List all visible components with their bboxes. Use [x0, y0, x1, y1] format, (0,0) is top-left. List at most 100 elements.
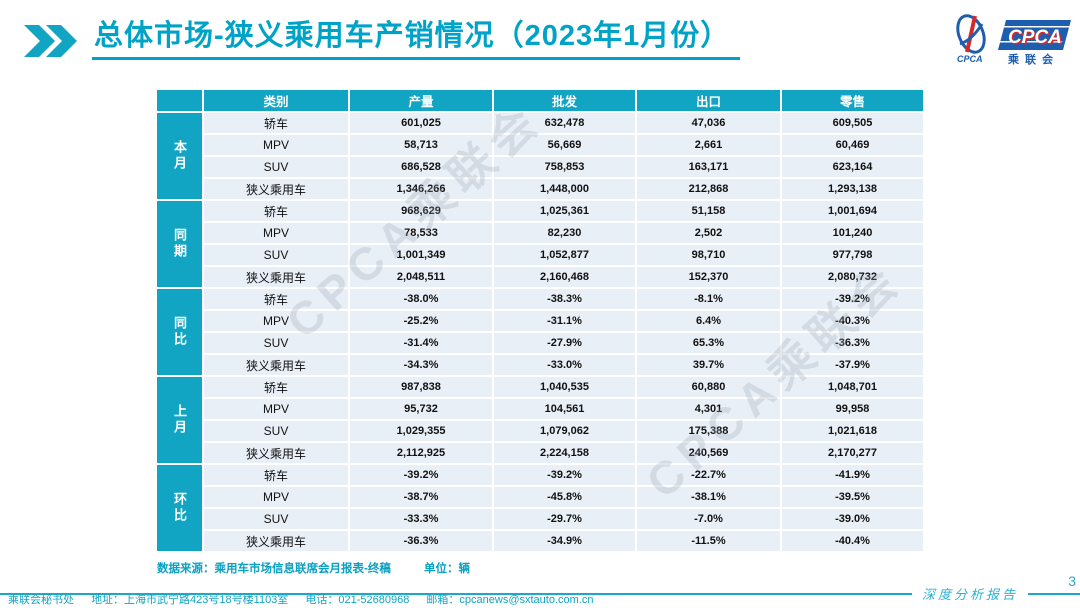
table-row: MPV -25.2% -31.1% 6.4% -40.3%: [156, 309, 925, 333]
value-cell: -36.3%: [348, 529, 494, 553]
table-row: SUV -31.4% -27.9% 65.3% -36.3%: [156, 331, 925, 355]
group-label-cell: 环比: [155, 463, 204, 553]
value-cell: -39.2%: [492, 463, 637, 487]
value-cell: -34.3%: [348, 353, 494, 377]
logo-small-text: CPCA: [957, 54, 983, 64]
value-cell: 686,528: [348, 155, 494, 179]
value-cell: 1,079,062: [492, 419, 637, 443]
logo-cn-name: 乘联会: [1007, 52, 1059, 66]
value-cell: -38.0%: [348, 287, 494, 311]
value-cell: 609,505: [780, 111, 925, 135]
secretariat-label: 乘联会秘书处: [8, 594, 74, 606]
value-cell: 65.3%: [635, 331, 782, 355]
address-text: 地址：上海市武宁路423号18号楼1103室: [91, 594, 289, 606]
value-cell: 1,052,877: [492, 243, 637, 267]
category-cell: MPV: [202, 221, 350, 245]
column-header: 批发: [492, 88, 637, 113]
value-cell: 51,158: [635, 199, 782, 223]
table-row: SUV -33.3% -29.7% -7.0% -39.0%: [156, 507, 925, 531]
value-cell: 1,021,618: [780, 419, 925, 443]
page-number: 3: [1068, 572, 1076, 589]
value-cell: 58,713: [348, 133, 494, 157]
value-cell: -29.7%: [492, 507, 637, 531]
value-cell: -31.4%: [348, 331, 494, 355]
value-cell: 39.7%: [635, 353, 782, 377]
table-row: 同期 轿车 968,629 1,025,361 51,158 1,001,694: [155, 199, 925, 289]
value-cell: 601,025: [348, 111, 494, 135]
value-cell: -36.3%: [780, 331, 925, 355]
value-cell: 1,029,355: [348, 419, 494, 443]
value-cell: 95,732: [348, 397, 494, 421]
header: 总体市场-狭义乘用车产销情况（2023年1月份）: [24, 20, 741, 61]
market-table: 类别 产量 批发 出口 零售 本月 轿车 601,025 632,478 47,036 609,5…: [155, 88, 925, 553]
value-cell: 212,868: [635, 177, 782, 201]
value-cell: 758,853: [492, 155, 637, 179]
table-row: 狭义乘用车 -34.3% -33.0% 39.7% -37.9%: [156, 353, 925, 377]
table-body: 本月 轿车 601,025 632,478 47,036 609,505 MPV 58,713…: [155, 111, 925, 553]
category-cell: 轿车: [202, 463, 350, 487]
table-row: MPV -38.7% -45.8% -38.1% -39.5%: [156, 485, 925, 509]
value-cell: 1,048,701: [780, 375, 925, 399]
category-cell: MPV: [202, 309, 350, 333]
data-source-text: 数据来源：乘用车市场信息联席会月报表-终稿: [157, 563, 391, 575]
table-row: 狭义乘用车 1,346,266 1,448,000 212,868 1,293,138: [156, 177, 925, 201]
category-cell: SUV: [202, 419, 350, 443]
cpca-logo: CPCA CPCA CPCA 乘联会: [956, 14, 1071, 66]
value-cell: 175,388: [635, 419, 782, 443]
unit-text: 单位：辆: [424, 563, 471, 575]
group-label-cell: 上月: [155, 375, 204, 465]
table-row: 同比 轿车 -38.0% -38.3% -8.1% -39.2%: [155, 287, 925, 377]
value-cell: -33.3%: [348, 507, 494, 531]
value-cell: 152,370: [635, 265, 782, 289]
phone-text: 电话：021-52680968: [305, 594, 410, 606]
value-cell: 60,469: [780, 133, 925, 157]
table-row: 本月 轿车 601,025 632,478 47,036 609,505: [155, 111, 925, 201]
column-header: 出口: [635, 88, 782, 113]
table-row: MPV 58,713 56,669 2,661 60,469: [156, 133, 925, 157]
value-cell: 1,025,361: [492, 199, 637, 223]
value-cell: 1,293,138: [780, 177, 925, 201]
value-cell: -22.7%: [635, 463, 782, 487]
value-cell: -41.9%: [780, 463, 925, 487]
value-cell: -38.7%: [348, 485, 494, 509]
table-row: SUV 686,528 758,853 163,171 623,164: [156, 155, 925, 179]
value-cell: -25.2%: [348, 309, 494, 333]
value-cell: 1,346,266: [348, 177, 494, 201]
category-cell: 狭义乘用车: [202, 529, 350, 553]
value-cell: 2,502: [635, 221, 782, 245]
value-cell: 1,448,000: [492, 177, 637, 201]
category-cell: MPV: [202, 485, 350, 509]
category-cell: 狭义乘用车: [202, 177, 350, 201]
value-cell: 78,533: [348, 221, 494, 245]
value-cell: 2,160,468: [492, 265, 637, 289]
value-cell: -40.3%: [780, 309, 925, 333]
table-row: SUV 1,001,349 1,052,877 98,710 977,798: [156, 243, 925, 267]
category-cell: MPV: [202, 397, 350, 421]
category-cell: SUV: [202, 155, 350, 179]
value-cell: 2,048,511: [348, 265, 494, 289]
corner-cell: [155, 88, 204, 113]
category-cell: 狭义乘用车: [202, 265, 350, 289]
value-cell: 240,569: [635, 441, 782, 465]
double-chevron-right-icon: [24, 25, 77, 57]
value-cell: 2,224,158: [492, 441, 637, 465]
value-cell: -37.9%: [780, 353, 925, 377]
value-cell: -7.0%: [635, 507, 782, 531]
value-cell: 56,669: [492, 133, 637, 157]
value-cell: 632,478: [492, 111, 637, 135]
value-cell: -31.1%: [492, 309, 637, 333]
value-cell: 1,001,694: [780, 199, 925, 223]
value-cell: 99,958: [780, 397, 925, 421]
value-cell: -38.3%: [492, 287, 637, 311]
value-cell: 623,164: [780, 155, 925, 179]
group-label-cell: 同期: [155, 199, 204, 289]
value-cell: -39.2%: [348, 463, 494, 487]
value-cell: 60,880: [635, 375, 782, 399]
category-cell: 轿车: [202, 287, 350, 311]
group-label-cell: 同比: [155, 287, 204, 377]
column-header: 类别: [202, 88, 350, 113]
source-note: 数据来源：乘用车市场信息联席会月报表-终稿 单位：辆: [157, 560, 470, 576]
value-cell: 101,240: [780, 221, 925, 245]
table-row: MPV 78,533 82,230 2,502 101,240: [156, 221, 925, 245]
